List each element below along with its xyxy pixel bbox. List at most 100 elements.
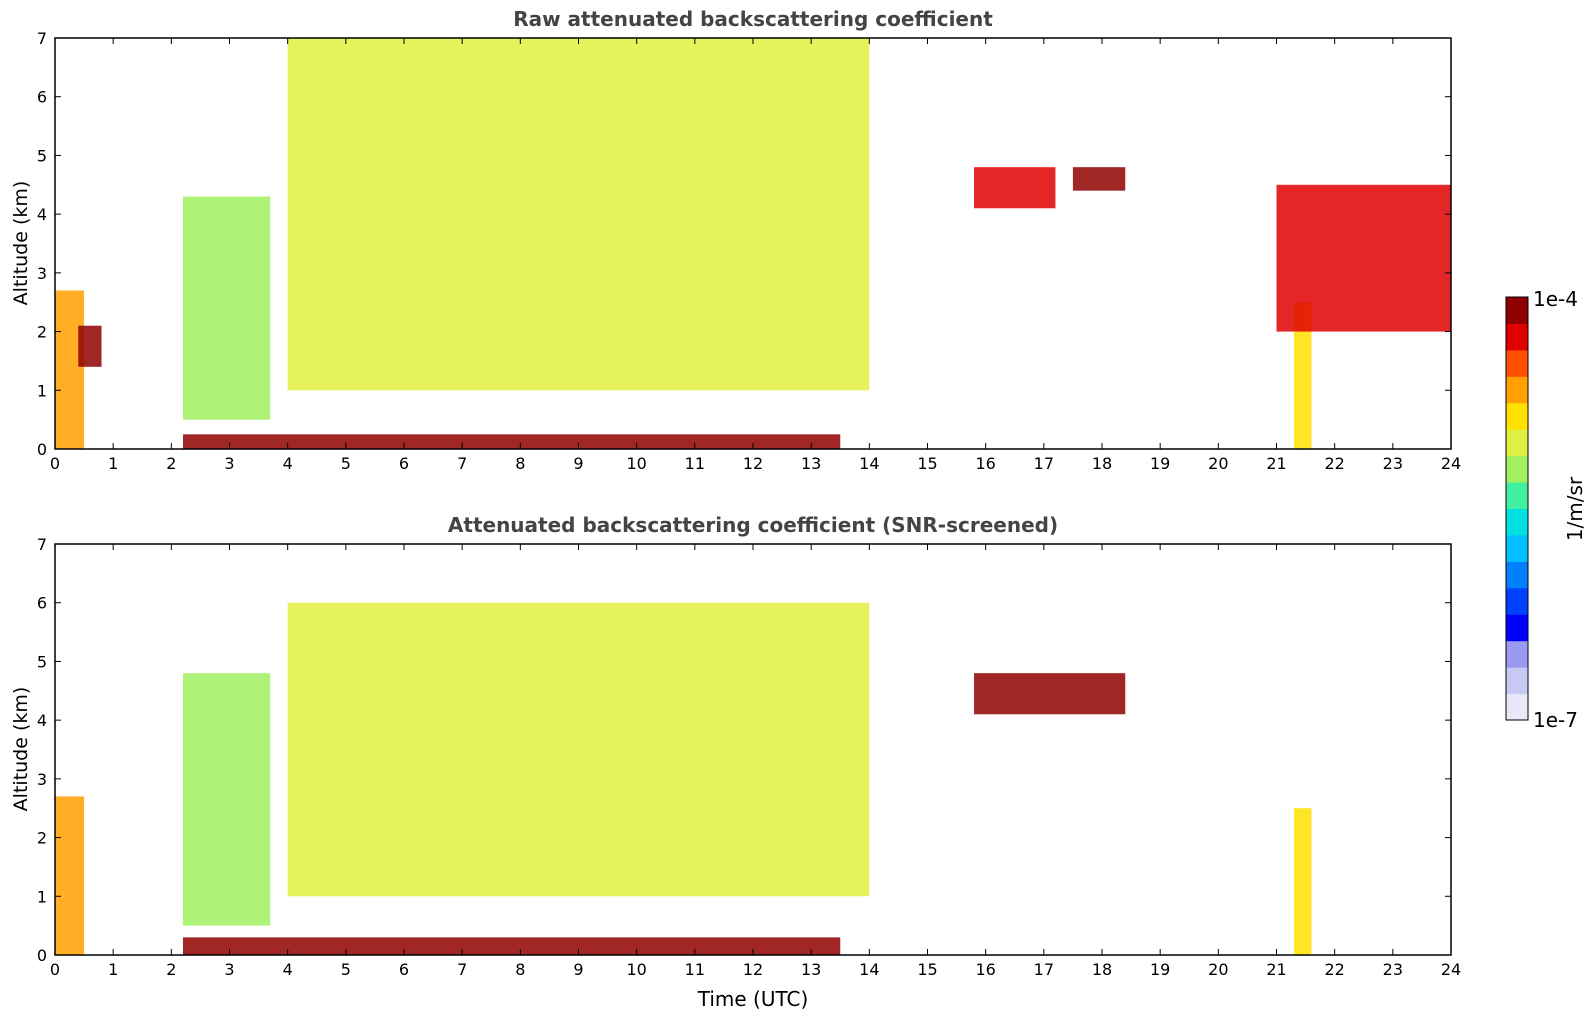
x-tick-label: 10 bbox=[626, 454, 646, 473]
x-tick-label: 12 bbox=[743, 960, 763, 979]
y-axis-ticks: 0 1 2 3 4 5 6 7 bbox=[37, 535, 1451, 965]
x-tick-label: 0 bbox=[50, 454, 60, 473]
x-tick-label: 4 bbox=[283, 960, 293, 979]
x-tick-label: 17 bbox=[1034, 454, 1054, 473]
x-tick-label: 9 bbox=[573, 454, 583, 473]
colorbar-band bbox=[1506, 667, 1528, 695]
y-axis-label: Altitude (km) bbox=[10, 687, 32, 812]
colorbar-band bbox=[1506, 482, 1528, 509]
heatmap-feature bbox=[182, 196, 271, 420]
x-tick-label: 20 bbox=[1208, 960, 1228, 979]
x-axis-ticks: 0 1 2 3 4 5 6 7 8 9 10 11 12 13 14 15 16 17 18 19 20 21 22 23 24 bbox=[50, 544, 1461, 979]
heatmap-feature bbox=[1072, 167, 1126, 191]
x-tick-label: 20 bbox=[1208, 454, 1228, 473]
x-tick-label: 14 bbox=[859, 960, 879, 979]
x-tick-label: 13 bbox=[801, 960, 821, 979]
colorbar-band bbox=[1506, 323, 1528, 351]
x-tick-label: 0 bbox=[50, 960, 60, 979]
x-axis-label: Time (UTC) bbox=[697, 987, 809, 1011]
colorbar-unit-label: 1/m/sr bbox=[1563, 476, 1587, 541]
y-tick-label: 1 bbox=[37, 381, 47, 400]
colorbar-band bbox=[1506, 402, 1528, 430]
colorbar-band bbox=[1506, 693, 1528, 721]
x-tick-label: 16 bbox=[975, 454, 995, 473]
y-tick-label: 2 bbox=[37, 323, 47, 342]
y-tick-label: 1 bbox=[37, 887, 47, 906]
y-tick-label: 2 bbox=[37, 829, 47, 848]
heatmap-feature bbox=[55, 796, 85, 955]
x-tick-label: 15 bbox=[917, 454, 937, 473]
x-tick-label: 12 bbox=[743, 454, 763, 473]
y-tick-label: 0 bbox=[37, 440, 47, 459]
heatmap-feature bbox=[182, 434, 841, 449]
x-tick-label: 16 bbox=[975, 960, 995, 979]
heatmap-feature bbox=[1293, 302, 1312, 449]
colorbar-gradient bbox=[1506, 297, 1528, 721]
x-tick-label: 22 bbox=[1324, 454, 1344, 473]
x-tick-label: 21 bbox=[1266, 454, 1286, 473]
x-tick-label: 13 bbox=[801, 454, 821, 473]
heatmap-feature bbox=[974, 673, 1126, 715]
x-tick-label: 11 bbox=[685, 960, 705, 979]
x-tick-label: 8 bbox=[515, 960, 525, 979]
x-tick-label: 6 bbox=[399, 960, 409, 979]
colorbar: 1e-4 1e-7 1/m/sr bbox=[1505, 287, 1587, 732]
x-tick-label: 8 bbox=[515, 454, 525, 473]
y-tick-label: 7 bbox=[37, 29, 47, 48]
heatmap-feature bbox=[55, 290, 85, 449]
colorbar-band bbox=[1506, 561, 1528, 589]
x-tick-label: 17 bbox=[1034, 960, 1054, 979]
x-tick-label: 18 bbox=[1092, 960, 1112, 979]
colorbar-min-label: 1e-7 bbox=[1533, 708, 1578, 732]
x-tick-label: 7 bbox=[457, 960, 467, 979]
x-tick-label: 18 bbox=[1092, 454, 1112, 473]
colorbar-band bbox=[1506, 614, 1528, 642]
colorbar-band bbox=[1506, 297, 1528, 324]
y-tick-label: 5 bbox=[37, 146, 47, 165]
heatmap-feature bbox=[974, 167, 1056, 209]
x-tick-label: 1 bbox=[108, 960, 118, 979]
x-tick-label: 6 bbox=[399, 454, 409, 473]
x-tick-label: 19 bbox=[1150, 960, 1170, 979]
x-tick-label: 3 bbox=[224, 960, 234, 979]
x-tick-label: 2 bbox=[166, 454, 176, 473]
x-tick-label: 2 bbox=[166, 960, 176, 979]
heatmap-feature bbox=[182, 673, 271, 926]
x-tick-label: 7 bbox=[457, 454, 467, 473]
chart-title: Attenuated backscattering coefficient (S… bbox=[448, 513, 1058, 537]
colorbar-band bbox=[1506, 587, 1528, 615]
colorbar-band bbox=[1506, 429, 1528, 457]
x-tick-label: 10 bbox=[626, 960, 646, 979]
y-tick-label: 4 bbox=[37, 205, 47, 224]
heatmap-feature bbox=[1293, 808, 1312, 955]
x-tick-label: 11 bbox=[685, 454, 705, 473]
colorbar-band bbox=[1506, 376, 1528, 404]
colorbar-band bbox=[1506, 640, 1528, 668]
colorbar-max-label: 1e-4 bbox=[1533, 287, 1578, 311]
y-tick-label: 5 bbox=[37, 652, 47, 671]
x-tick-label: 19 bbox=[1150, 454, 1170, 473]
x-tick-label: 21 bbox=[1266, 960, 1286, 979]
y-tick-label: 6 bbox=[37, 594, 47, 613]
y-axis-label: Altitude (km) bbox=[10, 181, 32, 306]
colorbar-frame bbox=[1505, 296, 1529, 721]
x-tick-label: 4 bbox=[283, 454, 293, 473]
x-axis-ticks: 0 1 2 3 4 5 6 7 8 9 10 11 12 13 14 15 16 17 18 19 20 21 22 23 24 bbox=[50, 38, 1461, 473]
y-tick-label: 4 bbox=[37, 711, 47, 730]
chart-title: Raw attenuated backscattering coefficien… bbox=[513, 7, 993, 31]
y-tick-label: 0 bbox=[37, 946, 47, 965]
x-tick-label: 22 bbox=[1324, 960, 1344, 979]
x-tick-label: 9 bbox=[573, 960, 583, 979]
x-tick-label: 1 bbox=[108, 454, 118, 473]
heatmap-feature bbox=[78, 325, 102, 367]
x-tick-label: 14 bbox=[859, 454, 879, 473]
heatmap-feature bbox=[287, 602, 870, 897]
heatmap-area bbox=[55, 38, 1451, 449]
snr-screened-panel: Attenuated backscattering coefficient (S… bbox=[10, 513, 1461, 1011]
x-tick-label: 5 bbox=[341, 960, 351, 979]
heatmap-area bbox=[55, 602, 1312, 955]
raw-backscatter-panel: Raw attenuated backscattering coefficien… bbox=[10, 7, 1461, 473]
y-tick-label: 7 bbox=[37, 535, 47, 554]
colorbar-band bbox=[1506, 534, 1528, 562]
